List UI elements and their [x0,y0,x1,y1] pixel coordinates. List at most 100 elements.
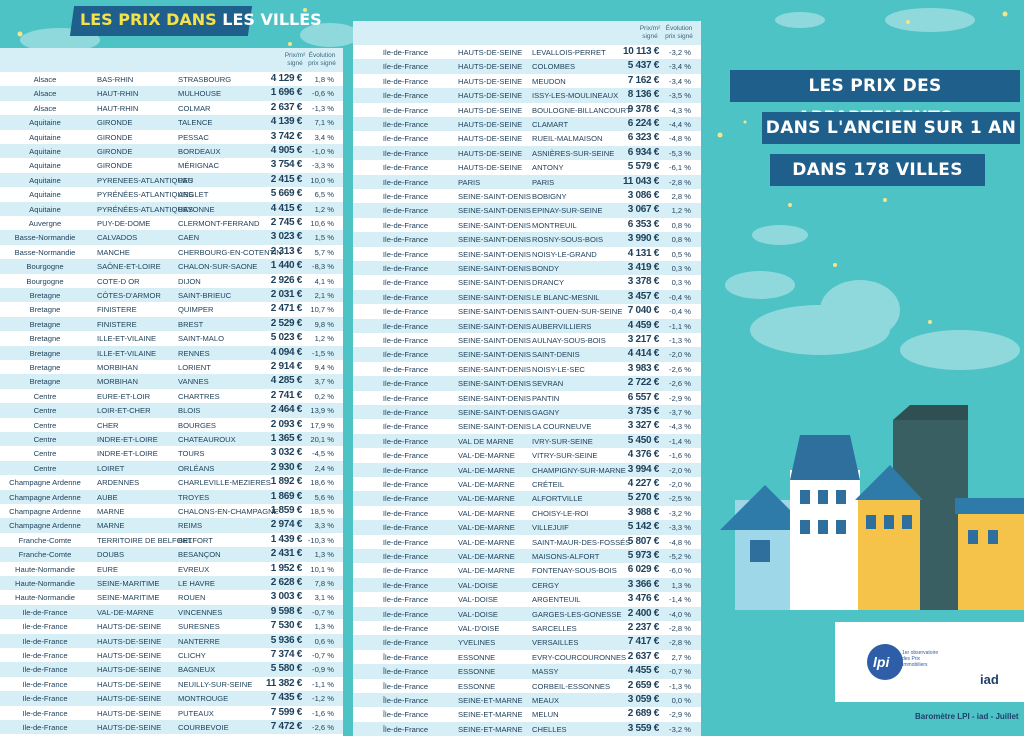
evolution: -4,8 % [669,537,691,547]
region: Ile-de-France [382,91,429,101]
evolution: 5,6 % [314,492,334,502]
evolution: -1,6 % [669,451,691,461]
region: Aquitaine [29,132,61,142]
evolution: -2,6 % [669,364,691,374]
table-row: Ile-de-France VAL-DE-MARNE MAISONS-ALFORT 5… [353,549,701,564]
table-row: Ile-de-France SEINE-SAINT-DENIS AUBERVILLI… [353,318,701,333]
region: Ile-de-France [382,508,429,518]
city: AULNAY-SOUS-BOIS [532,336,606,345]
lpi-logo: lpi [873,654,890,670]
price: 5 807 € [627,535,660,547]
department: MORBIHAN [97,363,138,372]
city: CHALON-SUR-SAONE [178,262,258,272]
evolution: 2,4 % [314,463,334,473]
city: MEAUX [532,696,560,705]
city: SAINT-BRIEUC [178,291,232,300]
evolution: -0,7 % [312,607,334,617]
evolution: 3,3 % [314,521,334,531]
city: CHALONS-EN-CHAMPAGNE [178,507,279,516]
evolution: -4,8 % [669,134,691,144]
region: Champagne Ardenne [9,478,81,488]
city: VINCENNES [178,607,223,617]
department: SEINE-SAINT-DENIS [458,249,531,259]
evolution: -2,0 % [669,350,691,360]
department: HAUTS-DE-SEINE [97,665,162,675]
evolution: 1,2 % [314,334,334,344]
region: Bretagne [29,363,61,372]
price: 7 374 € [270,649,303,660]
table-row: Ile-de-France SEINE-SAINT-DENIS NOISY-LE-S… [353,362,701,376]
region: Aquitaine [29,161,61,171]
price: 3 217 € [627,334,660,345]
price: 2 689 € [627,708,660,720]
city: EVRY-COURCOURONNES [532,652,627,662]
evolution: 0,3 % [671,264,691,273]
city: COLOMBES [532,62,576,72]
region: Ile-de-France [382,451,429,461]
evolution: -5,2 % [669,552,691,561]
evolution: -2,5 % [669,494,691,504]
evolution: -0,4 % [669,307,691,317]
price: 3 457 € [627,290,660,302]
price: 5 936 € [270,634,303,646]
region: Île-de-France [382,710,429,720]
price: 7 530 € [270,620,303,632]
evolution: -1,5 % [312,348,334,358]
region: Île-de-France [382,681,429,691]
city: SURESNES [178,622,220,632]
banner-line: DANS 178 VILLES [770,154,985,186]
department: VAL-DE-MARNE [458,523,515,533]
department: YVELINES [458,638,496,648]
evolution: 3,1 % [314,593,334,603]
table-row: Ile-de-France PARIS PARIS 11 043 € -2,8 % [353,174,701,189]
evolution: -8,3 % [312,262,334,272]
department: VAL DE MARNE [458,436,514,446]
region: Alsace [33,75,57,84]
table-row: Centre EURE-ET-LOIR CHARTRES 2 741 € 0,2 % [0,389,343,403]
city: PAU [178,175,194,185]
region: Ile-de-France [382,321,429,331]
department: SEINE-SAINT-DENIS [458,321,531,331]
evolution: 2,1 % [314,291,334,300]
table-row: Ile-de-France VAL-DOISE CERGY 3 366 € 1,3 % [353,577,701,593]
price: 11 382 € [266,677,302,689]
city: AUBERVILLIERS [532,321,592,331]
city: MAISONS-ALFORT [532,552,600,561]
department: HAUTS-DE-SEINE [458,163,523,173]
city: REIMS [178,521,203,531]
banner-line: DANS L'ANCIEN SUR 1 AN [762,112,1020,144]
table-row: Auvergne PUY-DE-DOME CLERMONT-FERRAND 2 745… [0,216,343,230]
table-row: Alsace HAUT-RHIN MULHOUSE 1 696 € -0,6 % [0,86,343,101]
table-row: Ile-de-France HAUTS-DE-SEINE ASNIÈRES-SUR-… [353,145,701,161]
department: VAL-D'OISE [458,624,500,633]
city: CHARTRES [178,391,220,401]
region: Aquitaine [29,175,61,185]
evolution: -2,9 % [669,393,691,403]
price: 5 450 € [627,434,660,446]
department: SEINE-SAINT-DENIS [458,292,531,302]
city: SAINT-MAUR-DES-FOSSÉS [532,537,631,547]
city: BAYONNE [178,204,215,214]
department: HAUTS-DE-SEINE [458,105,523,115]
region: Bretagne [29,305,61,315]
table-row: Haute-Normandie EURE EVREUX 1 952 € 10,1 % [0,562,343,576]
region: Ile-de-France [382,220,429,230]
city: ROSNY-SOUS-BOIS [532,235,604,245]
table-row: Aquitaine GIRONDE MÉRIGNAC 3 754 € -3,3 % [0,158,343,172]
table-row: Ile-de-France VAL-DE-MARNE FONTENAY-SOUS-B… [353,563,701,577]
department: DOUBS [97,550,125,560]
table-row: Aquitaine PYRENEES-ATLANTIQUES PAU 2 415 € 1… [0,172,343,188]
table-row: Ile-de-France HAUTS-DE-SEINE COURBEVOIE 7 4… [0,720,343,735]
table-row: Ile-de-France SEINE-SAINT-DENIS BOBIGNY 3 0… [353,189,701,203]
department: GIRONDE [97,118,133,128]
department: GIRONDE [97,147,133,156]
department: LOIR-ET-CHER [97,406,151,416]
department: SEINE-SAINT-DENIS [458,364,531,374]
price: 4 139 € [270,116,303,128]
price: 2 745 € [270,217,303,228]
city: COURBEVOIE [178,723,229,732]
department: EURE [97,564,119,574]
table-row: Ile-de-France SEINE-SAINT-DENIS DRANCY 3 37… [353,275,701,289]
table-row: Ile-de-France HAUTS-DE-SEINE CLAMART 6 224 … [353,117,701,132]
price: 3 032 € [270,447,303,459]
